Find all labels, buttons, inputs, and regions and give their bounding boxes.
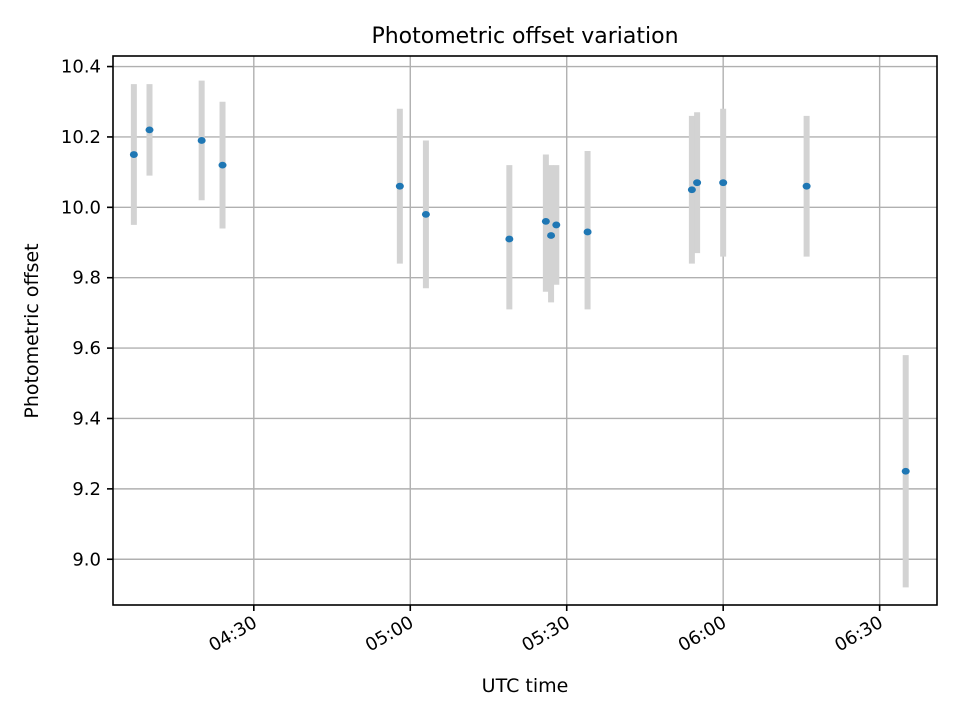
y-axis-label: Photometric offset: [21, 243, 43, 418]
x-axis-ticks: 04:30 05:00 05:30 06:00 06:30: [205, 605, 887, 656]
data-point: [901, 467, 910, 475]
data-point: [129, 151, 138, 158]
y-tick-label: 9.2: [72, 479, 101, 500]
data-point: [693, 179, 702, 187]
data-point: [687, 186, 696, 194]
data-points: [129, 126, 910, 475]
data-point: [505, 235, 514, 243]
data-point: [421, 210, 430, 218]
plot-frame: [112, 55, 938, 606]
data-point: [552, 221, 561, 229]
data-point: [802, 182, 811, 190]
x-tick-label: 04:30: [205, 612, 260, 656]
data-point: [583, 228, 592, 236]
y-tick-label: 9.4: [72, 408, 101, 429]
y-tick-label: 10.0: [61, 197, 101, 218]
y-tick-label: 9.6: [72, 338, 101, 359]
x-tick-label: 05:00: [362, 612, 417, 656]
x-tick-label: 05:30: [518, 612, 573, 656]
grid-lines: [113, 56, 937, 605]
y-tick-label: 9.0: [72, 549, 101, 570]
data-point: [197, 137, 206, 144]
y-tick-label: 10.4: [61, 57, 101, 78]
data-point: [547, 232, 556, 239]
y-axis-ticks: 9.0 9.2 9.4 9.6 9.8 10.0 10.2 10.4: [61, 57, 113, 570]
chart-title: Photometric offset variation: [371, 24, 678, 49]
y-tick-label: 9.8: [72, 268, 101, 289]
data-point: [145, 126, 154, 134]
data-point: [719, 179, 728, 187]
x-tick-label: 06:00: [675, 612, 730, 656]
data-point: [395, 182, 404, 190]
error-bars: [130, 80, 909, 588]
x-tick-label: 06:30: [831, 612, 886, 656]
data-point: [218, 161, 227, 169]
y-tick-label: 10.2: [61, 127, 101, 148]
x-axis-label: UTC time: [482, 675, 569, 697]
data-point: [541, 218, 550, 225]
